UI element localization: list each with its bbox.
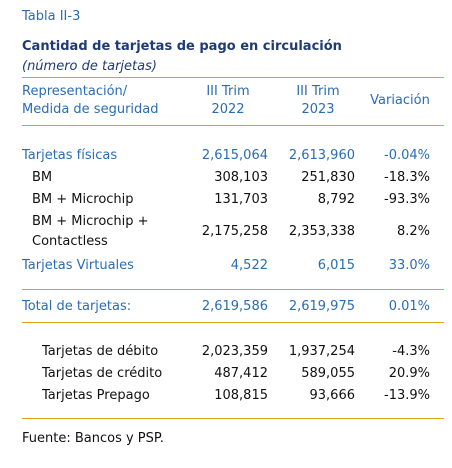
cell-value: 2,353,338 (288, 224, 355, 239)
column-header: Representación/ (22, 84, 128, 99)
cell-value: -4.3% (392, 344, 430, 359)
table-title: Cantidad de tarjetas de pago en circulac… (22, 39, 342, 54)
row-label: BM (32, 170, 53, 185)
cell-value: 487,412 (214, 366, 268, 381)
column-header: III Trim (206, 84, 250, 99)
column-header: III Trim (296, 84, 340, 99)
cell-value: 2,619,975 (288, 299, 355, 314)
rule (22, 289, 444, 290)
column-header: Variación (370, 93, 430, 108)
cell-value: 1,937,254 (288, 344, 355, 359)
row-label: Tarjetas Virtuales (22, 258, 134, 273)
cell-value: 2,619,586 (201, 299, 268, 314)
cell-value: 20.9% (388, 366, 430, 381)
table-subtitle: (número de tarjetas) (22, 59, 157, 74)
cell-value: 2,023,359 (201, 344, 268, 359)
cell-value: 8,792 (317, 192, 355, 207)
rule (22, 418, 444, 419)
cell-value: -0.04% (384, 148, 430, 163)
row-label: Tarjetas de débito (42, 344, 159, 359)
cell-value: 308,103 (214, 170, 268, 185)
cell-value: 8.2% (396, 224, 430, 239)
rule (22, 125, 444, 126)
row-label: Tarjetas físicas (22, 148, 118, 163)
cell-value: 2,615,064 (201, 148, 268, 163)
row-label: BM + Microchip (32, 192, 134, 207)
cell-value: 93,666 (309, 388, 356, 403)
column-header: Medida de seguridad (22, 102, 159, 117)
cell-value: -13.9% (384, 388, 430, 403)
source-note: Fuente: Bancos y PSP. (22, 431, 164, 446)
row-label: Tarjetas de crédito (42, 366, 163, 381)
rule (22, 322, 444, 323)
table-label: Tabla II-3 (22, 9, 81, 24)
rule (22, 77, 444, 78)
cell-value: 0.01% (388, 299, 430, 314)
row-label: BM + Microchip + (32, 214, 149, 229)
cell-value: 33.0% (388, 258, 430, 273)
cell-value: 131,703 (214, 192, 268, 207)
column-header: 2023 (301, 102, 335, 117)
row-label: Total de tarjetas: (22, 299, 132, 314)
row-label: Contactless (32, 234, 108, 249)
cell-value: 589,055 (301, 366, 355, 381)
cell-value: 251,830 (301, 170, 355, 185)
cell-value: 2,613,960 (288, 148, 355, 163)
cell-value: 2,175,258 (201, 224, 268, 239)
row-label: Tarjetas Prepago (42, 388, 150, 403)
column-header: 2022 (211, 102, 245, 117)
cell-value: 4,522 (230, 258, 268, 273)
cell-value: -18.3% (384, 170, 430, 185)
cell-value: 108,815 (214, 388, 268, 403)
cell-value: 6,015 (317, 258, 355, 273)
cell-value: -93.3% (384, 192, 430, 207)
